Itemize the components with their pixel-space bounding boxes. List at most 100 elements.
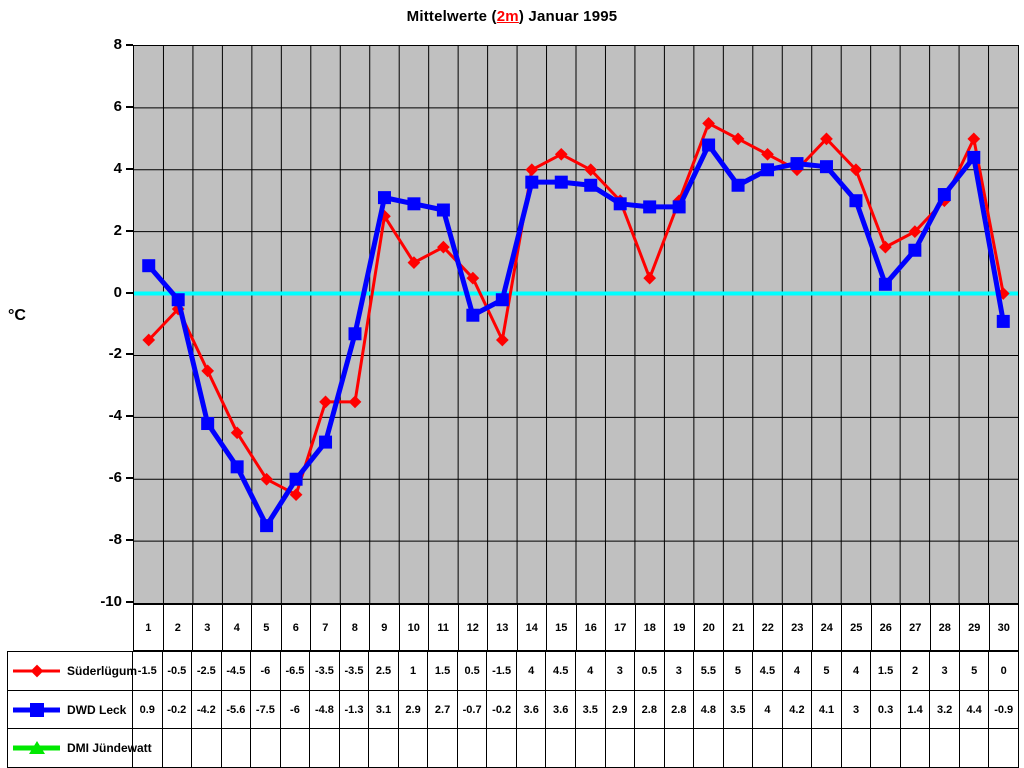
value-cell: [222, 729, 252, 768]
day-cell: 8: [341, 605, 370, 650]
series-0-marker: [230, 426, 244, 440]
value-cell: 4.5: [753, 652, 783, 690]
y-tick-label: -4: [108, 407, 122, 425]
day-cell: 22: [754, 605, 783, 650]
value-cell: [753, 729, 783, 768]
value-cell: -6: [281, 690, 311, 729]
value-cell: 2.9: [606, 690, 636, 729]
value-cell: [399, 729, 429, 768]
day-cell: 21: [724, 605, 754, 650]
value-cell: [251, 729, 281, 768]
series-0-marker: [761, 147, 774, 161]
day-cell: 15: [547, 605, 577, 650]
series-1-marker: [672, 200, 686, 214]
legend-key-square-icon: [13, 700, 60, 720]
day-cell: 13: [488, 605, 518, 650]
y-tick-mark: [126, 415, 133, 418]
value-cell: 0.3: [871, 690, 901, 729]
series-0-marker: [495, 333, 509, 347]
value-cell: 4.4: [960, 690, 990, 729]
value-cell: [783, 729, 813, 768]
day-cell: 10: [400, 605, 429, 650]
value-cell: 4: [576, 652, 606, 690]
day-cell: 9: [370, 605, 400, 650]
y-tick-mark: [126, 44, 133, 46]
series-0-marker: [554, 147, 568, 161]
value-cell: [340, 729, 370, 768]
value-cell: 4: [842, 652, 872, 690]
value-cell: [428, 729, 458, 768]
value-cell: [635, 729, 665, 768]
value-cell: [163, 729, 193, 768]
day-cell: 11: [429, 605, 459, 650]
series-0-marker: [643, 271, 657, 285]
series-1-marker: [584, 178, 598, 192]
value-cell: [487, 729, 517, 768]
value-cell: 3.6: [517, 690, 547, 729]
chart-title: Mittelwerte (2m) Januar 1995: [0, 8, 1024, 25]
series-1-marker: [996, 314, 1010, 328]
value-cell: -5.6: [222, 690, 252, 729]
value-cell: 1.5: [428, 652, 458, 690]
value-cell: -2.5: [192, 652, 222, 690]
y-tick-label: 2: [113, 221, 122, 239]
value-cell: [606, 729, 636, 768]
day-cell: 26: [872, 605, 901, 650]
day-cell: 4: [223, 605, 252, 650]
series-0-marker: [525, 163, 539, 177]
y-tick-label: 6: [113, 97, 122, 115]
value-cell: -0.7: [458, 690, 488, 729]
series-0-marker: [967, 132, 981, 146]
legend-key-diamond-icon: [13, 661, 60, 681]
value-cell: [842, 729, 872, 768]
series-1-marker: [201, 417, 215, 431]
value-cell: -0.2: [487, 690, 517, 729]
value-cell: 4: [753, 690, 783, 729]
series-1-marker: [230, 460, 244, 474]
value-cell: 4: [783, 652, 813, 690]
series-1-marker: [702, 138, 716, 152]
day-cell: 1: [134, 605, 164, 650]
day-cell: 14: [518, 605, 547, 650]
y-tick-label: 8: [113, 36, 122, 53]
value-cell: 0: [1000, 664, 1007, 677]
series-0-marker: [702, 116, 715, 130]
value-cell: -4.5: [222, 652, 252, 690]
day-cell: 25: [842, 605, 872, 650]
value-cell: -1.3: [340, 690, 370, 729]
series-1-marker: [436, 203, 450, 217]
y-tick-label: 0: [113, 283, 122, 301]
y-tick-mark: [126, 229, 133, 232]
day-cell: 23: [783, 605, 813, 650]
value-cell: 0.9: [133, 690, 163, 729]
day-cell: 2: [164, 605, 193, 650]
square-marker-icon: [29, 702, 44, 717]
value-cell: 3.6: [546, 690, 576, 729]
value-cell: -1.5: [487, 652, 517, 690]
value-cell: 4.8: [694, 690, 724, 729]
value-cell: [901, 729, 931, 768]
series-1-marker: [289, 472, 303, 486]
series-1-marker: [171, 293, 185, 307]
value-cell: 5: [812, 652, 842, 690]
series-0-marker: [260, 472, 273, 486]
day-cell: 27: [901, 605, 931, 650]
value-cell: 3: [606, 652, 636, 690]
value-cell: -4.2: [192, 690, 222, 729]
series-1-marker: [790, 157, 804, 171]
value-cell: 5: [724, 652, 754, 690]
y-tick-mark: [126, 539, 133, 542]
series-1-marker: [878, 277, 892, 291]
series-1-marker: [319, 435, 333, 449]
legend-label: DMI Jündewatt: [67, 741, 152, 756]
series-0-marker: [879, 240, 892, 254]
table-row: DWD Leck 0.9 -0.2 -4.2 -5.6 -7.5 -6 -4.8 -1.3 3.1…: [8, 690, 1018, 730]
value-cell: [871, 729, 901, 768]
chart-title-highlight: 2m: [496, 8, 519, 25]
series-0-marker: [437, 240, 450, 254]
value-cell: [192, 729, 222, 768]
value-cell: [724, 729, 754, 768]
day-cell: 5: [252, 605, 282, 650]
value-cell: -6.5: [281, 652, 311, 690]
